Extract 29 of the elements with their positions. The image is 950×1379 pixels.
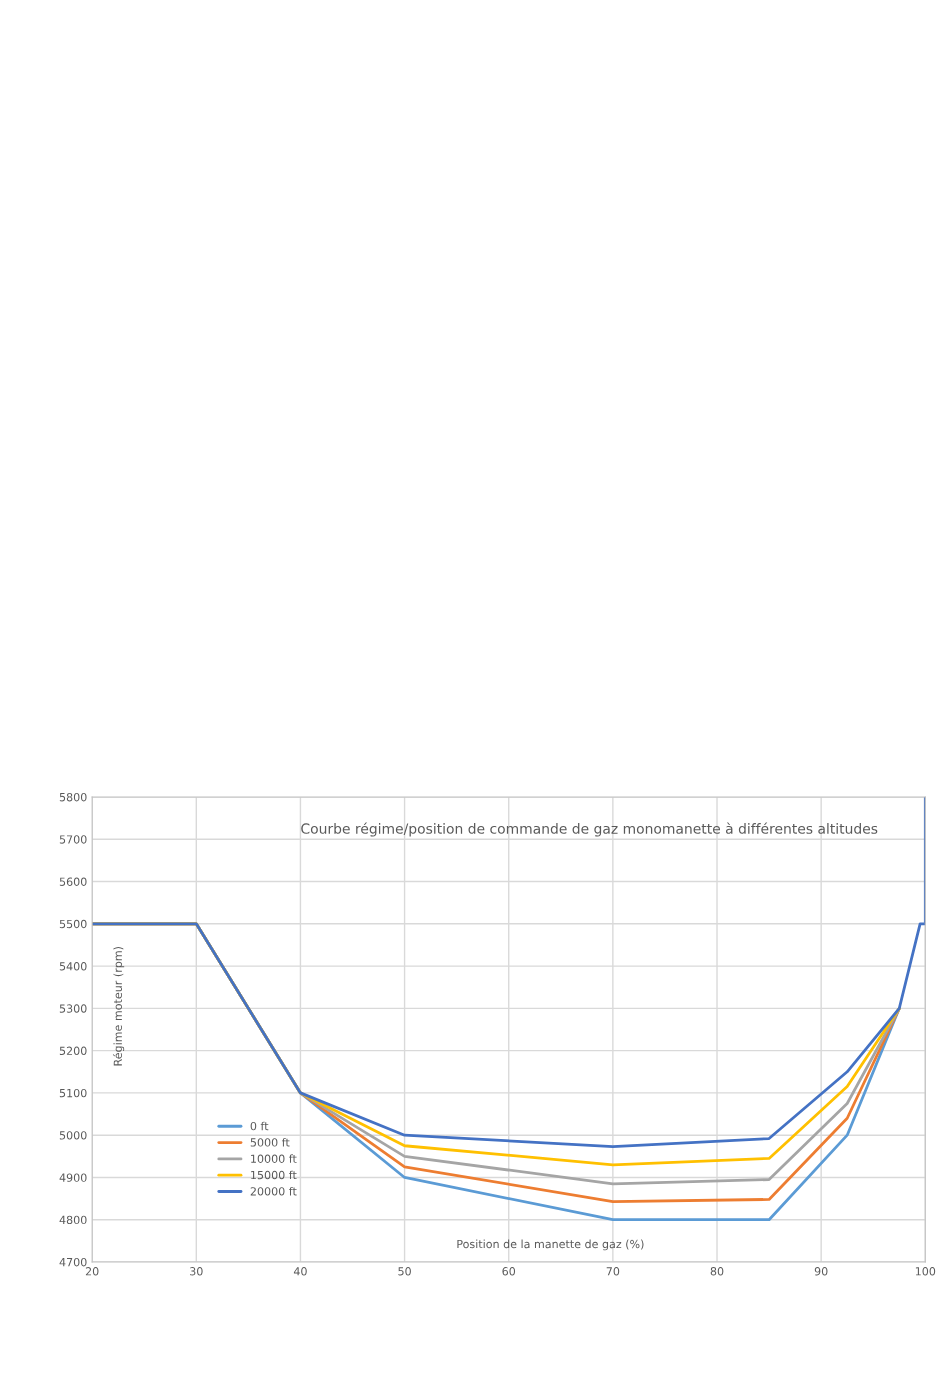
text: Courbe régime/position de commande de gaz monomanette à différentes altitudes	[301, 822, 878, 837]
legend-label: 10000 ft	[251, 1154, 297, 1163]
legend-label: 20000 ft	[250, 1186, 297, 1196]
y-tick-label: 5400	[59, 962, 87, 971]
y-tick-label: 5700	[59, 835, 87, 844]
y-tick-label: 5500	[59, 919, 87, 929]
y-tick-label: 4800	[59, 1215, 87, 1225]
x-tick-label: 30	[190, 1267, 203, 1276]
x-tick-label: 60	[502, 1267, 516, 1276]
x-tick-label: 100	[915, 1267, 936, 1276]
y-tick-label: 5300	[59, 1004, 87, 1013]
y-tick-label: 5800	[59, 792, 87, 802]
x-tick-label: 70	[606, 1267, 620, 1276]
legend-label: 5000 ft	[250, 1138, 290, 1147]
y-tick-label: 5100	[59, 1088, 87, 1098]
y-tick-label: 4700	[59, 1257, 87, 1267]
x-axis-title: Position de la manette de gaz (%)	[457, 1239, 644, 1251]
x-tick-label: 40	[293, 1267, 307, 1276]
x-tick-label: 80	[710, 1267, 724, 1276]
y-tick-label: 5000	[59, 1131, 87, 1140]
x-tick-label: 90	[814, 1267, 828, 1276]
x-tick-label: 50	[398, 1267, 411, 1276]
y-tick-label: 4900	[59, 1173, 87, 1182]
y-tick-label: 5600	[59, 877, 87, 886]
y-tick-label: 5200	[59, 1046, 87, 1056]
y-axis-title: Régime moteur (rpm)	[112, 946, 125, 1066]
x-tick-label: 20	[85, 1267, 99, 1276]
legend-label: 0 ft	[250, 1121, 269, 1131]
legend-label: 15000 ft	[251, 1170, 297, 1180]
